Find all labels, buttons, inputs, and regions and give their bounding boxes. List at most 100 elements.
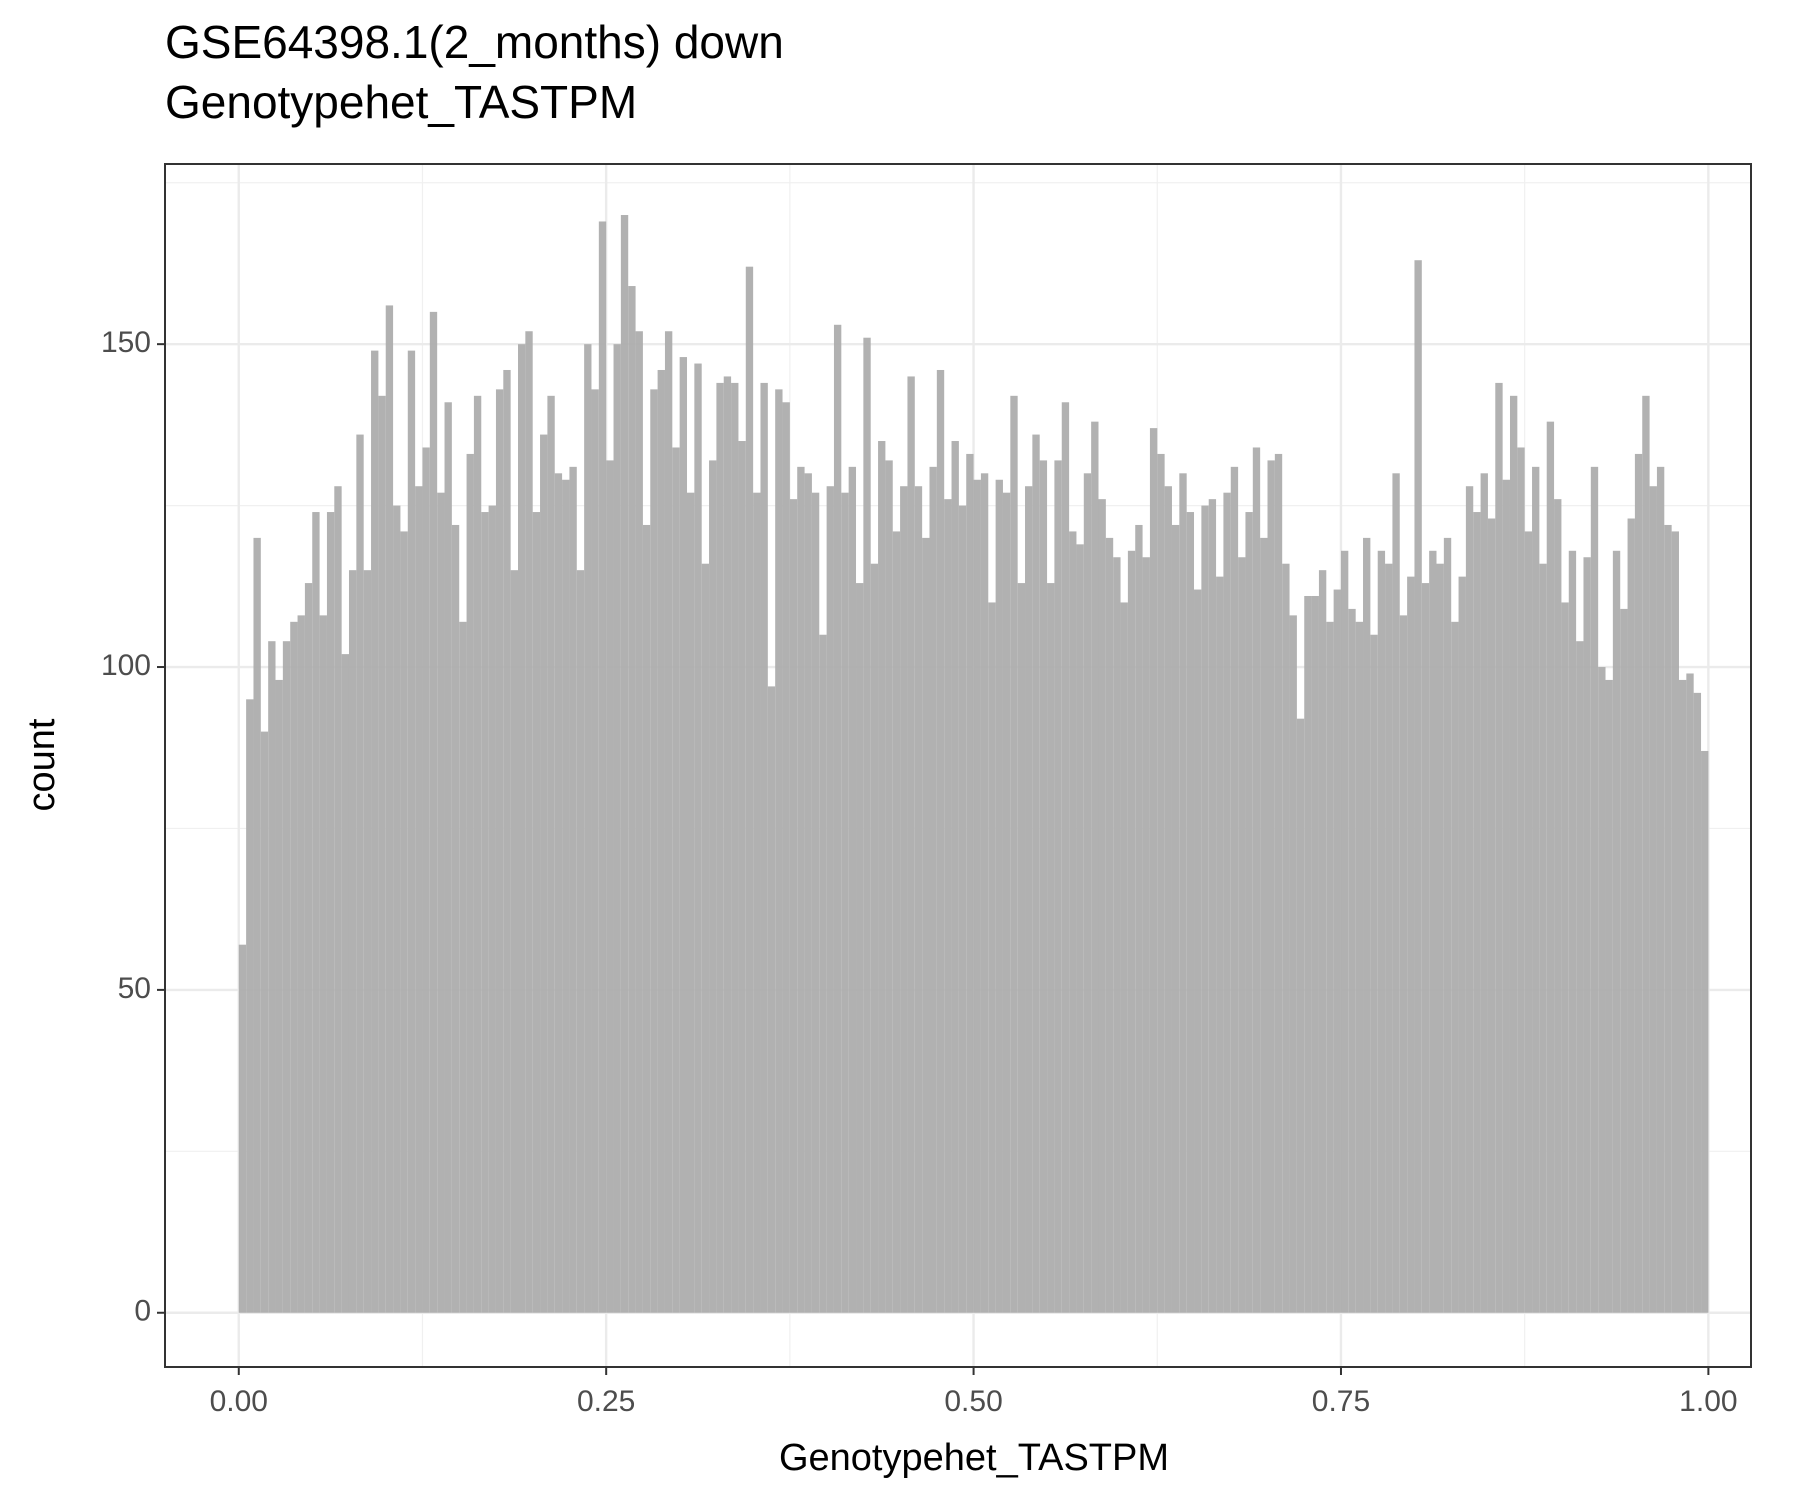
bar	[260, 731, 269, 1313]
bar	[1318, 570, 1327, 1313]
bar	[856, 583, 864, 1313]
bar	[1656, 466, 1665, 1313]
bar	[1421, 583, 1430, 1313]
bar	[1047, 583, 1055, 1313]
bar	[444, 402, 452, 1313]
bar	[503, 369, 511, 1313]
bar	[297, 615, 305, 1313]
bar	[547, 395, 555, 1313]
bar	[1039, 460, 1048, 1313]
bar	[517, 344, 526, 1313]
bar	[415, 486, 423, 1313]
bar	[878, 441, 886, 1313]
bar	[540, 434, 548, 1313]
bar	[701, 563, 710, 1313]
bar	[473, 395, 482, 1313]
bar	[1649, 486, 1657, 1313]
bar	[238, 944, 247, 1313]
bar	[1120, 602, 1128, 1313]
bar	[525, 331, 533, 1313]
bar	[1149, 428, 1158, 1313]
bar	[863, 337, 871, 1313]
bar	[1686, 673, 1694, 1313]
bar	[1634, 453, 1643, 1313]
bar	[1576, 641, 1584, 1313]
bar	[1407, 576, 1415, 1313]
bar	[282, 641, 291, 1313]
bar	[1142, 557, 1150, 1313]
bar	[1392, 473, 1400, 1313]
bar	[378, 395, 386, 1313]
bar	[892, 531, 901, 1313]
bar	[929, 466, 937, 1313]
bar	[326, 512, 335, 1313]
bar	[995, 479, 1003, 1313]
bar	[782, 402, 790, 1313]
x-axis-title: Genotypehet_TASTPM	[779, 1437, 1169, 1479]
x-tick-label: 1.00	[1679, 1385, 1737, 1418]
bar	[716, 382, 724, 1313]
bar	[1194, 589, 1202, 1313]
bar	[1054, 460, 1062, 1313]
bar	[1509, 395, 1518, 1313]
bar	[304, 583, 313, 1313]
bar	[1083, 473, 1092, 1313]
bar	[363, 570, 372, 1313]
bar	[848, 466, 857, 1313]
y-tick-label: 50	[118, 972, 151, 1005]
bar	[1164, 486, 1172, 1313]
bar	[268, 641, 276, 1313]
bar	[356, 434, 364, 1313]
bar	[1069, 531, 1077, 1313]
bar	[591, 389, 599, 1313]
bar	[826, 486, 834, 1313]
bar	[1340, 550, 1349, 1313]
bar	[1701, 750, 1709, 1313]
bar	[584, 344, 592, 1313]
bar	[1671, 531, 1679, 1313]
bar	[672, 447, 680, 1313]
bar	[1032, 434, 1040, 1313]
bar	[1363, 537, 1371, 1313]
bar	[753, 492, 761, 1313]
x-tick-label: 0.75	[1312, 1385, 1370, 1418]
bar	[1443, 537, 1452, 1313]
bar	[451, 524, 460, 1313]
bar	[988, 602, 996, 1313]
bar	[885, 460, 893, 1313]
y-axis-title: count	[21, 718, 63, 811]
bar	[966, 453, 974, 1313]
bar	[1473, 512, 1481, 1313]
bar	[1010, 395, 1018, 1313]
y-tick-label: 150	[101, 326, 151, 359]
bar	[1208, 499, 1217, 1313]
bar	[1546, 421, 1555, 1313]
bar	[1260, 537, 1268, 1313]
bar	[980, 473, 989, 1313]
bar	[1495, 382, 1503, 1313]
bar	[598, 221, 607, 1313]
bar	[319, 615, 327, 1313]
bar	[1296, 718, 1305, 1313]
bar	[1627, 518, 1635, 1313]
bar	[407, 350, 416, 1313]
bar	[1105, 537, 1114, 1313]
bar	[738, 441, 746, 1313]
bar	[635, 331, 643, 1313]
bar	[569, 466, 577, 1313]
bar	[1091, 421, 1099, 1313]
bar	[1311, 595, 1319, 1313]
bar	[1267, 460, 1275, 1313]
bar	[1076, 544, 1084, 1313]
bar	[819, 634, 827, 1313]
bar	[495, 389, 504, 1313]
bar	[1524, 531, 1533, 1313]
bar	[1223, 492, 1231, 1313]
bar	[797, 466, 805, 1313]
bar	[1289, 615, 1297, 1313]
bar	[760, 382, 768, 1313]
bar	[951, 441, 959, 1313]
bar	[1583, 557, 1591, 1313]
bar	[371, 350, 379, 1313]
